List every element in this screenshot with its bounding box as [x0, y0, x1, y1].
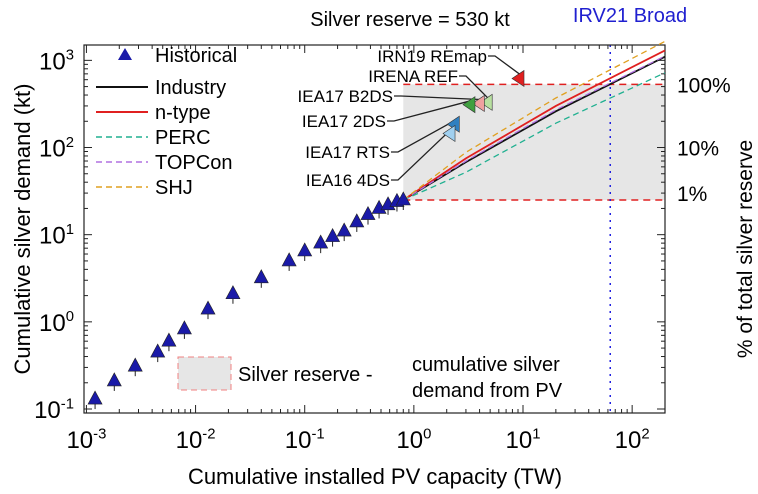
historical-point [106, 372, 122, 387]
historical-point [281, 252, 297, 267]
historical-point [225, 285, 241, 300]
legend-label: n-type [155, 102, 211, 124]
series-line-perc [403, 72, 666, 201]
legend-historical-marker [118, 48, 132, 60]
scenario-leader [394, 95, 481, 101]
historical-point [349, 213, 365, 228]
plot-frame [83, 44, 666, 414]
historical-point [150, 343, 166, 358]
scenario-leader [459, 75, 489, 99]
y2-axis-label: % of total silver reserve [734, 140, 757, 358]
chart-title: Silver reserve = 530 kt [310, 9, 510, 31]
historical-point [253, 269, 269, 284]
scenario-label: IRN19 REmap [377, 47, 487, 66]
scenario-marker [479, 93, 493, 111]
legend-label: Historical [155, 45, 237, 67]
historical-point [87, 390, 103, 405]
historical-point [127, 357, 143, 372]
scenario-marker [442, 124, 456, 143]
legend-label: TOPCon [155, 152, 232, 174]
x-tick-label: 101 [506, 426, 541, 454]
legend-label: PERC [155, 127, 211, 149]
historical-point [176, 320, 192, 335]
scenario-leader [488, 55, 521, 75]
x-tick-label: 100 [396, 426, 431, 454]
y-tick-label: 102 [39, 135, 74, 163]
series-line-n-type [402, 49, 666, 201]
series-line-industry [402, 55, 666, 201]
historical-point [313, 234, 329, 249]
historical-point [161, 332, 177, 347]
band-legend-label: cumulative silver [412, 354, 560, 376]
scenario-label: IEA17 RTS [305, 143, 390, 162]
historical-point [200, 300, 216, 315]
historical-point [297, 242, 313, 257]
scenario-label: IRENA REF [368, 67, 458, 86]
y2-tick-label: 10% [677, 138, 719, 161]
scenario-leader [391, 119, 456, 153]
irv21-label: IRV21 Broad [573, 5, 687, 27]
x-tick-label: 10-2 [176, 426, 216, 454]
scenario-leader [387, 100, 472, 122]
y-tick-label: 10-1 [34, 396, 74, 424]
band-legend-label: demand from PV [412, 380, 563, 402]
scenario-label: IEA17 B2DS [298, 87, 393, 106]
scenario-label: IEA16 4DS [306, 171, 390, 190]
y-tick-label: 101 [39, 222, 74, 250]
historical-point [325, 227, 341, 242]
x-tick-label: 10-1 [285, 426, 325, 454]
y-tick-label: 103 [39, 48, 74, 76]
y-axis-label: Cumulative silver demand (kt) [10, 84, 35, 375]
band-legend-label: Silver reserve - [238, 364, 372, 386]
series-line-shj [402, 40, 666, 201]
historical-point [360, 205, 376, 220]
scenario-marker [511, 69, 525, 88]
x-tick-label: 102 [615, 426, 650, 454]
x-axis-label: Cumulative installed PV capacity (TW) [188, 464, 562, 489]
scenario-marker [471, 94, 485, 113]
x-tick-label: 10-3 [66, 426, 106, 454]
scenario-label: IEA17 2DS [302, 112, 386, 131]
y2-tick-label: 100% [677, 74, 731, 97]
band-legend-swatch [177, 356, 232, 391]
historical-point [336, 222, 352, 237]
historical-point [395, 191, 411, 206]
series-line-topcon [402, 55, 666, 201]
scenario-marker [462, 96, 476, 114]
reserve-band [403, 84, 665, 200]
y2-tick-label: 1% [677, 183, 707, 206]
legend-label: SHJ [155, 177, 193, 199]
y-tick-label: 100 [39, 309, 74, 337]
scenario-leader [391, 128, 452, 181]
legend-label: Industry [155, 77, 226, 99]
